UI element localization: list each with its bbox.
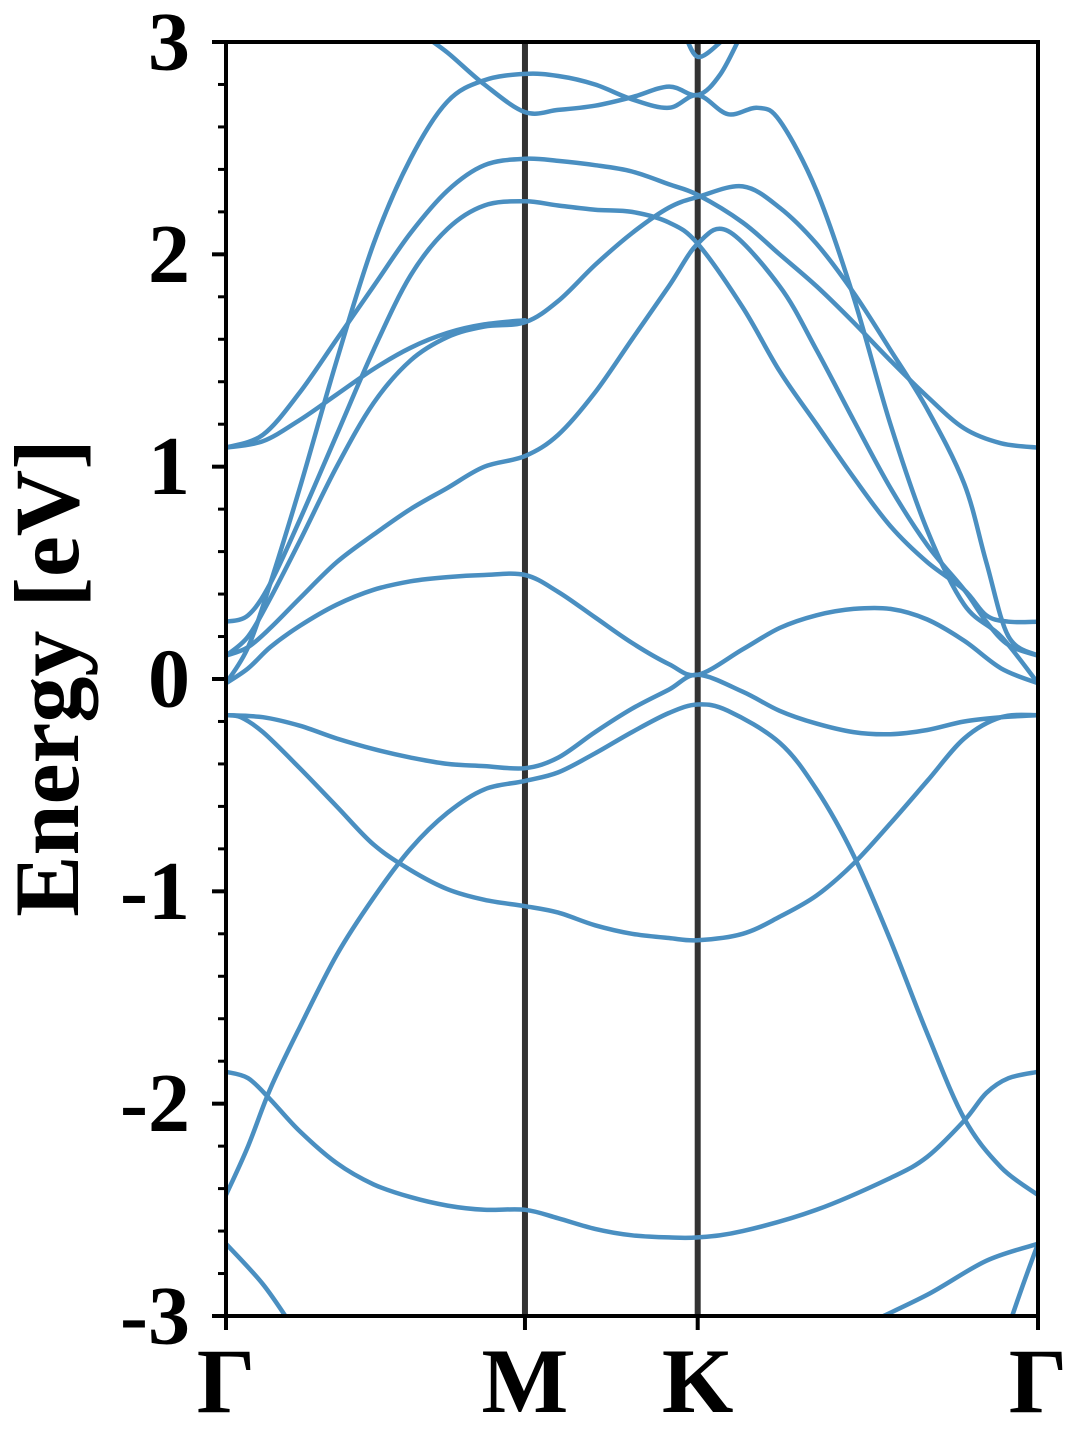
x-tick-label-kpoint: M: [482, 1330, 569, 1432]
band-line-6: [226, 672, 1038, 771]
y-tick-label: -3: [120, 1270, 190, 1363]
band-line-4: [226, 1069, 1038, 1241]
band-line-7: [226, 571, 1038, 686]
band-lines-layer: [226, 42, 1038, 1316]
y-tick-label: -2: [120, 1057, 190, 1150]
band-line-15: [685, 42, 724, 60]
y-tick-label: 0: [148, 633, 190, 726]
x-tick-label-kpoint: K: [662, 1330, 734, 1432]
band-line-12: [226, 156, 1038, 450]
band-line-13: [226, 71, 1038, 686]
band-line-5: [226, 712, 1038, 943]
y-tick-label: 2: [148, 208, 190, 301]
y-tick-label: -1: [120, 845, 190, 938]
band-line-14: [429, 42, 741, 116]
band-line-3: [226, 702, 1038, 1198]
band-line-1: [878, 1241, 1038, 1316]
band-line-10: [226, 199, 1038, 625]
band-line-9: [226, 183, 1038, 658]
x-tick-label-kpoint: Γ: [1009, 1330, 1068, 1432]
y-tick-label: 1: [148, 420, 190, 513]
x-tick-label-kpoint: Γ: [197, 1330, 256, 1432]
y-tick-label: 3: [148, 0, 190, 89]
band-line-11: [226, 317, 528, 450]
band-line-8: [226, 226, 1038, 658]
y-axis-label: Energy [eV]: [0, 439, 98, 917]
band-line-0: [226, 1241, 289, 1316]
k-path-divider-layer: [521, 42, 701, 1316]
band-line-2: [1009, 1241, 1038, 1316]
